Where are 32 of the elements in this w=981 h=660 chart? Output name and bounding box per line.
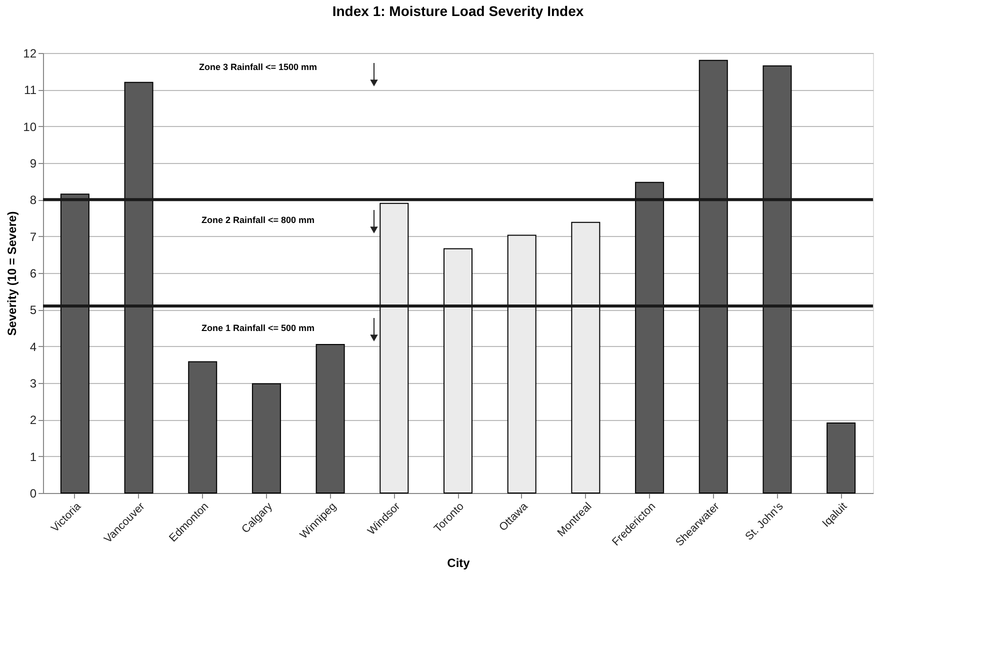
bar: [380, 202, 409, 494]
y-tick-label: 2: [30, 413, 37, 428]
y-axis-title: Severity (10 = Severe): [5, 211, 20, 336]
y-tick-label: 7: [30, 230, 37, 244]
y-tick-label: 1: [30, 450, 37, 464]
y-tick-label: 4: [30, 340, 37, 354]
y-tick-label: 8: [30, 193, 37, 208]
annotation: Zone 3 Rainfall <= 1500 mm: [198, 62, 318, 72]
annotation: Zone 1 Rainfall <= 500 mm: [201, 323, 315, 333]
chart-title: Index 1: Moisture Load Severity Index: [332, 3, 584, 19]
bar: [826, 422, 856, 494]
bar: [188, 361, 218, 494]
y-tick-label: 9: [30, 156, 37, 170]
y-tick-label: 0: [30, 486, 37, 500]
bar: [252, 383, 281, 494]
bar: [571, 222, 600, 494]
bar: [444, 248, 472, 494]
y-tick-label: 10: [23, 120, 37, 134]
x-axis-title: City: [447, 556, 470, 570]
y-tick-label: 11: [24, 83, 37, 98]
y-tick-label: 3: [30, 376, 37, 390]
bar: [698, 60, 728, 494]
bar: [762, 65, 792, 494]
bar: [60, 194, 90, 494]
annotation: Zone 2 Rainfall <= 800 mm: [201, 215, 315, 225]
bar: [635, 182, 664, 494]
y-tick-label: 6: [30, 266, 37, 280]
bar: [124, 82, 154, 494]
y-tick-label: 12: [23, 46, 37, 60]
bar: [316, 344, 345, 494]
y-tick-label: 5: [30, 303, 37, 318]
bar: [507, 234, 536, 494]
